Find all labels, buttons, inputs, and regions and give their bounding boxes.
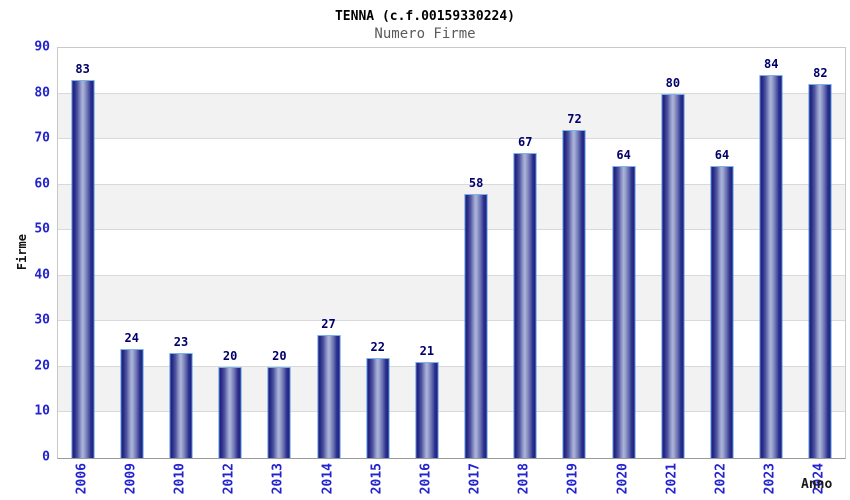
bar-2010 bbox=[169, 353, 193, 458]
x-tick-label: 2013 bbox=[270, 463, 286, 495]
gridline bbox=[58, 411, 845, 413]
gridline bbox=[58, 274, 845, 276]
y-tick-label: 20 bbox=[34, 358, 50, 374]
bar-value-label: 72 bbox=[567, 112, 582, 126]
x-tick-label: 2010 bbox=[172, 463, 188, 495]
gridline bbox=[58, 320, 845, 322]
bar-value-label: 27 bbox=[321, 317, 336, 331]
x-tick-label: 2012 bbox=[221, 463, 237, 495]
x-axis-tick-labels: 2006 2009 2010 2012 2013 2014 2015 2016 2017 2018… bbox=[57, 461, 844, 500]
bar-2017 bbox=[464, 193, 488, 458]
bar-value-label: 67 bbox=[518, 134, 533, 149]
plot-band bbox=[58, 48, 845, 94]
bar-2021 bbox=[661, 93, 685, 458]
bar-2020 bbox=[612, 166, 636, 458]
plot-band bbox=[58, 93, 845, 140]
bar-value-label: 80 bbox=[665, 75, 681, 90]
bar-value-label: 82 bbox=[813, 66, 828, 81]
bar-value-label: 24 bbox=[124, 330, 140, 345]
bar-value-label: 58 bbox=[468, 175, 484, 190]
bar-value-label: 84 bbox=[763, 57, 779, 72]
y-tick-label: 70 bbox=[34, 130, 50, 146]
x-tick-label: 2021 bbox=[664, 463, 680, 495]
y-axis-tick-labels: 0 10 20 30 40 50 60 70 80 90 bbox=[0, 41, 50, 464]
x-tick-label: 2009 bbox=[123, 463, 139, 495]
x-tick-label: 2014 bbox=[320, 463, 336, 495]
bar-2015 bbox=[366, 357, 390, 458]
y-tick-label: 60 bbox=[34, 176, 50, 192]
x-tick-label: 2006 bbox=[74, 463, 90, 495]
y-tick-label: 40 bbox=[34, 267, 50, 283]
gridline bbox=[58, 229, 845, 231]
x-axis-title: Anno bbox=[801, 477, 833, 492]
bar-2022 bbox=[710, 166, 734, 458]
x-tick-label: 2020 bbox=[615, 463, 631, 495]
x-tick-label: 2017 bbox=[467, 463, 483, 495]
bar-2023 bbox=[759, 75, 783, 458]
bar-value-label: 21 bbox=[419, 344, 435, 359]
gridline bbox=[58, 138, 845, 140]
bar-2009 bbox=[120, 348, 144, 458]
x-tick-label: 2016 bbox=[418, 463, 434, 495]
y-tick-label: 0 bbox=[42, 449, 50, 465]
x-tick-label: 2019 bbox=[565, 463, 581, 495]
gridline bbox=[58, 183, 845, 185]
x-tick-label: 2023 bbox=[762, 463, 778, 495]
x-tick-label: 2022 bbox=[713, 463, 729, 495]
bar-value-label: 64 bbox=[616, 148, 631, 163]
y-tick-label: 80 bbox=[34, 85, 50, 101]
bar-2014 bbox=[317, 335, 341, 458]
y-tick-label: 50 bbox=[34, 221, 50, 237]
y-tick-label: 10 bbox=[34, 403, 50, 419]
bar-value-label: 22 bbox=[370, 339, 385, 354]
chart-subtitle: Numero Firme bbox=[374, 26, 476, 42]
gridline bbox=[58, 92, 845, 94]
y-tick-label: 30 bbox=[34, 312, 50, 328]
bar-2012 bbox=[218, 366, 242, 458]
bar-value-label: 23 bbox=[173, 335, 189, 350]
gridline bbox=[58, 365, 845, 367]
bar-value-label: 20 bbox=[272, 348, 287, 363]
bar-2018 bbox=[513, 152, 537, 458]
bar-2013 bbox=[267, 366, 291, 458]
bar-value-label: 20 bbox=[222, 348, 238, 363]
bar-2019 bbox=[562, 130, 586, 458]
bar-value-label: 64 bbox=[714, 148, 730, 163]
bar-2016 bbox=[415, 362, 439, 458]
chart-title: TENNA (c.f.00159330224) bbox=[334, 9, 515, 24]
bar-2006 bbox=[71, 79, 95, 458]
bar-2024 bbox=[808, 84, 832, 458]
plot-area: 83 24 23 20 20 27 22 21 58 67 72 64 80 64 84 82 bbox=[57, 47, 846, 459]
bar-value-label: 83 bbox=[75, 61, 90, 76]
x-tick-label: 2018 bbox=[516, 463, 532, 495]
y-tick-label: 90 bbox=[34, 39, 50, 55]
x-tick-label: 2015 bbox=[369, 463, 385, 495]
